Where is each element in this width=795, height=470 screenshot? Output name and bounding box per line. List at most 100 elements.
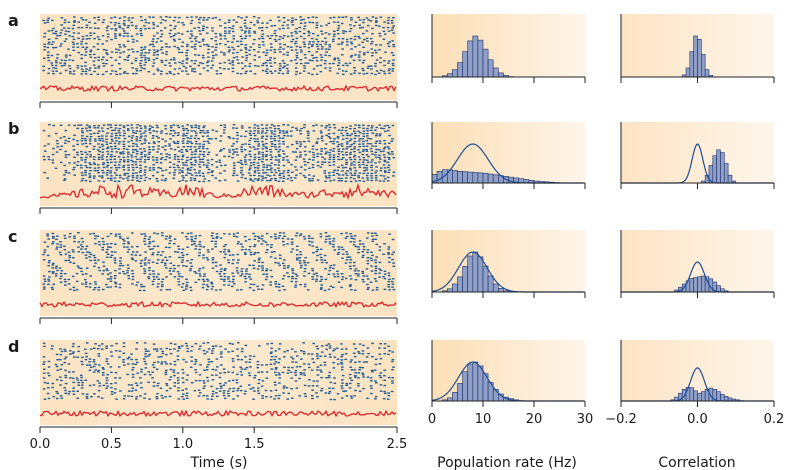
spike-mark xyxy=(106,25,110,27)
spike-mark xyxy=(361,177,365,179)
spike-mark xyxy=(295,129,299,131)
spike-mark xyxy=(80,180,84,182)
spike-mark xyxy=(181,389,184,391)
spike-mark xyxy=(197,172,201,174)
spike-mark xyxy=(388,278,391,281)
spike-mark xyxy=(290,60,293,62)
spike-mark xyxy=(281,371,285,374)
rate-hist-bar xyxy=(467,363,474,402)
spike-mark xyxy=(311,276,314,278)
spike-mark xyxy=(106,278,110,280)
spike-mark xyxy=(194,40,198,42)
spike-mark xyxy=(303,43,306,45)
spike-mark xyxy=(363,52,366,54)
spike-mark xyxy=(139,30,143,32)
spike-mark xyxy=(47,366,51,368)
spike-mark xyxy=(126,148,129,150)
spike-mark xyxy=(320,163,324,166)
spike-mark xyxy=(168,172,172,174)
spike-mark xyxy=(299,156,302,158)
spike-mark xyxy=(111,140,114,142)
spike-mark xyxy=(181,155,185,158)
spike-mark xyxy=(237,16,240,18)
spike-mark xyxy=(253,374,257,377)
spike-mark xyxy=(383,146,387,148)
spike-mark xyxy=(312,252,315,254)
spike-mark xyxy=(205,369,209,371)
rate-trace xyxy=(39,409,397,418)
spike-mark xyxy=(341,38,345,40)
spike-mark xyxy=(233,151,236,153)
spike-mark xyxy=(215,233,219,235)
spike-mark xyxy=(235,236,239,238)
spike-mark xyxy=(84,65,87,67)
spike-mark xyxy=(248,132,252,135)
spike-mark xyxy=(387,376,391,379)
spike-mark xyxy=(190,130,194,132)
spike-mark xyxy=(193,390,197,392)
spike-mark xyxy=(391,351,394,353)
spike-mark xyxy=(205,166,209,169)
spike-mark xyxy=(248,384,251,386)
spike-mark xyxy=(84,48,88,50)
rate-trace xyxy=(39,84,397,93)
spike-mark xyxy=(363,170,366,172)
spike-mark xyxy=(341,174,345,176)
spike-mark xyxy=(357,383,360,385)
raster-tick-label: 1.0 xyxy=(172,437,193,452)
spike-mark xyxy=(387,62,390,64)
rate-hist-bar xyxy=(482,265,489,293)
spike-mark xyxy=(115,398,118,400)
spike-mark xyxy=(81,132,85,134)
spike-mark xyxy=(202,27,205,30)
spike-mark xyxy=(159,254,163,256)
spike-mark xyxy=(258,237,261,239)
spike-mark xyxy=(168,256,172,258)
rate-hist-background xyxy=(432,230,585,292)
spike-mark xyxy=(366,130,369,132)
spike-mark xyxy=(357,130,360,132)
spike-mark xyxy=(273,358,276,361)
spike-mark xyxy=(193,68,196,70)
spike-mark xyxy=(94,243,97,245)
spike-mark xyxy=(227,46,231,48)
spike-mark xyxy=(303,285,307,288)
spike-mark xyxy=(341,148,345,150)
spike-mark xyxy=(80,27,84,29)
spike-mark xyxy=(126,264,130,266)
spike-mark xyxy=(244,281,247,283)
spike-mark xyxy=(312,159,315,161)
spike-mark xyxy=(85,393,89,395)
spike-mark xyxy=(132,142,135,145)
spike-mark xyxy=(84,139,87,142)
spike-mark xyxy=(54,363,58,366)
spike-mark xyxy=(332,179,336,181)
spike-mark xyxy=(50,348,54,350)
spike-mark xyxy=(122,164,126,167)
spike-mark xyxy=(299,16,302,18)
spike-mark xyxy=(94,235,97,237)
spike-mark xyxy=(89,259,92,262)
spike-mark xyxy=(366,127,369,130)
spike-mark xyxy=(342,30,345,32)
spike-mark xyxy=(249,21,253,24)
spike-mark xyxy=(264,172,268,174)
spike-mark xyxy=(282,27,285,30)
spike-mark xyxy=(383,347,386,349)
spike-mark xyxy=(340,359,344,361)
spike-mark xyxy=(173,174,176,176)
spike-mark xyxy=(189,169,192,171)
spike-mark xyxy=(362,376,365,378)
spike-mark xyxy=(102,261,105,263)
spike-mark xyxy=(168,32,172,35)
spike-mark xyxy=(342,73,345,76)
spike-mark xyxy=(283,259,286,261)
spike-mark xyxy=(198,392,202,394)
spike-mark xyxy=(332,238,336,240)
spike-mark xyxy=(290,243,294,245)
spike-mark xyxy=(353,355,357,358)
spike-mark xyxy=(387,22,390,24)
spike-mark xyxy=(190,356,193,358)
spike-mark xyxy=(85,24,89,26)
spike-mark xyxy=(289,135,293,137)
